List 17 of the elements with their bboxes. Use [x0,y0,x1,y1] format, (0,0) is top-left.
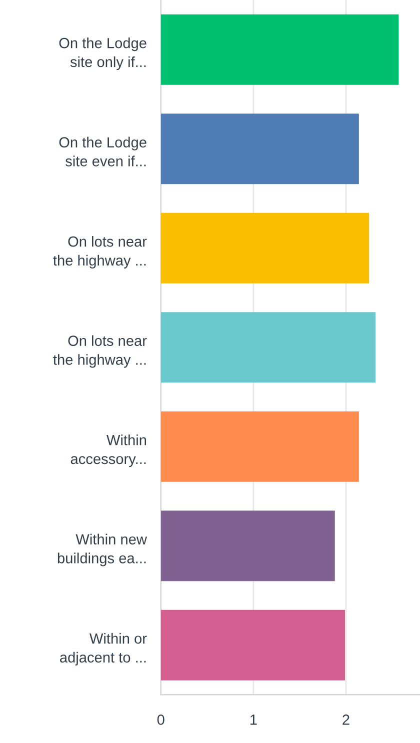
bar [160,411,359,482]
y-tick-label: On the Lodge site only if... [59,38,146,70]
x-tick-label: 2 [342,714,350,725]
bar [160,212,370,284]
x-tick-label: 1 [250,714,257,725]
bar [160,114,359,184]
y-tick-label: Within accessory... [70,434,146,467]
y-tick-label: On the Lodge site even if... [59,136,146,166]
y-tick-label: On lots near the highway ... [53,236,147,268]
x-tick-label: 0 [157,714,164,725]
y-tick-label: Within new buildings ea... [58,534,148,566]
bar [160,312,376,383]
bar [160,510,335,582]
bar [160,610,346,680]
y-tick-label: Within or adjacent to ... [60,633,147,666]
y-tick-label: On lots near the highway ... [53,335,147,368]
bar [160,14,399,85]
